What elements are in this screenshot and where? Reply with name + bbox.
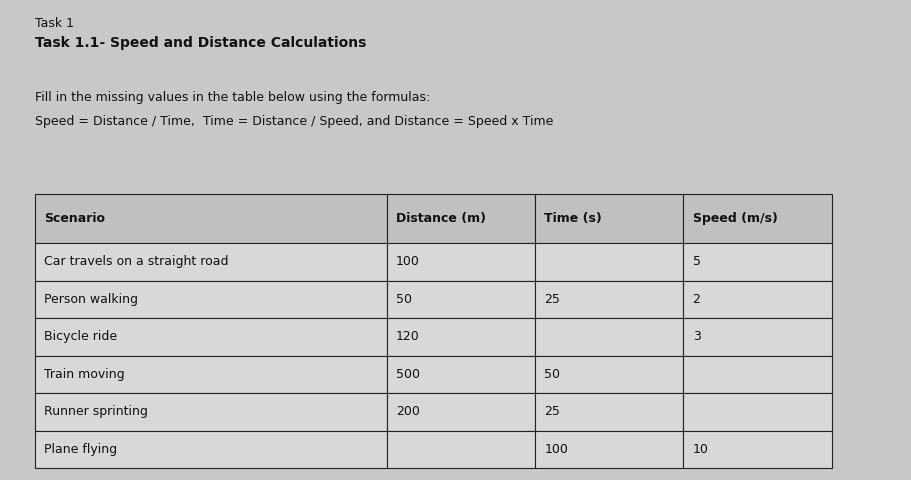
Text: 10: 10 <box>691 443 708 456</box>
Bar <box>35 281 386 318</box>
Bar <box>535 243 682 281</box>
Bar <box>386 356 535 393</box>
Bar <box>35 194 386 243</box>
Text: Train moving: Train moving <box>44 368 124 381</box>
Bar <box>535 281 682 318</box>
Bar <box>35 431 386 468</box>
Text: Speed = Distance / Time,  Time = Distance / Speed, and Distance = Speed x Time: Speed = Distance / Time, Time = Distance… <box>35 115 552 128</box>
Bar <box>386 281 535 318</box>
Text: 500: 500 <box>395 368 419 381</box>
Text: Task 1: Task 1 <box>35 17 74 30</box>
Text: 120: 120 <box>395 330 419 343</box>
Text: Plane flying: Plane flying <box>44 443 117 456</box>
Bar <box>35 393 386 431</box>
Text: 50: 50 <box>544 368 559 381</box>
Text: 50: 50 <box>395 293 411 306</box>
Text: Bicycle ride: Bicycle ride <box>44 330 117 343</box>
Bar <box>535 318 682 356</box>
Bar <box>682 243 831 281</box>
Text: Car travels on a straight road: Car travels on a straight road <box>44 255 228 268</box>
Bar <box>682 281 831 318</box>
Bar <box>682 318 831 356</box>
Bar <box>535 356 682 393</box>
Bar <box>682 393 831 431</box>
Bar <box>682 356 831 393</box>
Bar <box>386 393 535 431</box>
Text: Runner sprinting: Runner sprinting <box>44 405 148 418</box>
Bar <box>386 243 535 281</box>
Text: Person walking: Person walking <box>44 293 138 306</box>
Bar <box>35 318 386 356</box>
Text: 25: 25 <box>544 293 559 306</box>
Bar <box>682 194 831 243</box>
Bar <box>386 194 535 243</box>
Bar <box>386 318 535 356</box>
Text: Distance (m): Distance (m) <box>395 212 486 225</box>
Bar <box>535 393 682 431</box>
Text: 25: 25 <box>544 405 559 418</box>
Bar <box>35 243 386 281</box>
Text: 100: 100 <box>395 255 419 268</box>
Bar <box>386 431 535 468</box>
Text: 5: 5 <box>691 255 700 268</box>
Text: Task 1.1- Speed and Distance Calculations: Task 1.1- Speed and Distance Calculation… <box>35 36 365 50</box>
Text: 2: 2 <box>691 293 700 306</box>
Text: Speed (m/s): Speed (m/s) <box>691 212 777 225</box>
Bar <box>535 194 682 243</box>
Text: Fill in the missing values in the table below using the formulas:: Fill in the missing values in the table … <box>35 91 429 104</box>
Bar <box>535 431 682 468</box>
Bar <box>682 431 831 468</box>
Text: 200: 200 <box>395 405 419 418</box>
Text: Scenario: Scenario <box>44 212 105 225</box>
Text: Time (s): Time (s) <box>544 212 601 225</box>
Text: 3: 3 <box>691 330 700 343</box>
Bar <box>35 356 386 393</box>
Text: 100: 100 <box>544 443 568 456</box>
